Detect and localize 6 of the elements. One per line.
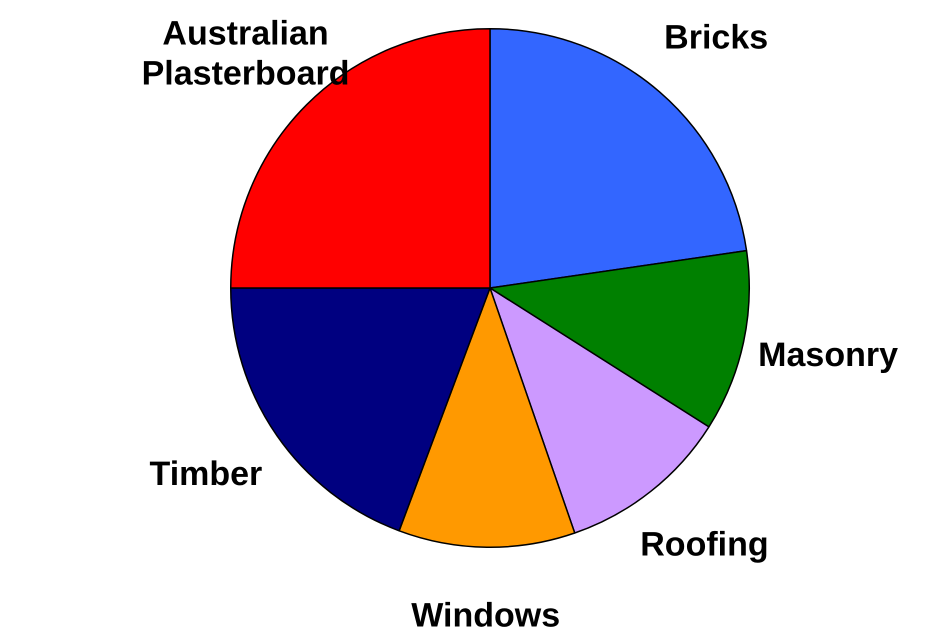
slice-label: Australian Plasterboard <box>142 14 350 93</box>
slice-label: Windows <box>411 596 560 635</box>
slice-label: Masonry <box>758 336 898 374</box>
slice-label: Roofing <box>640 526 769 564</box>
slice-label: Bricks <box>664 18 768 56</box>
slice-label: Timber <box>150 455 262 493</box>
